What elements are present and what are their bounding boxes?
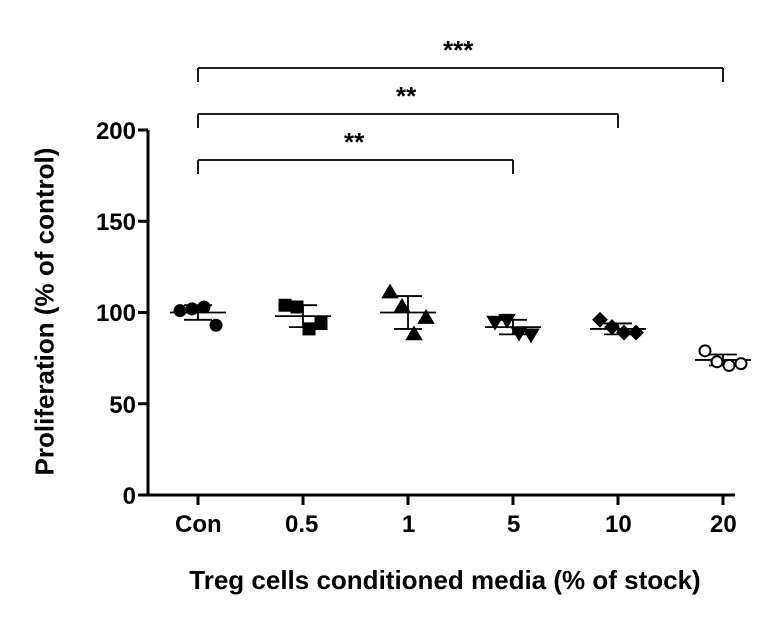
chart-svg [0, 0, 784, 618]
proliferation-chart: Proliferation (% of control) Treg cells … [0, 0, 784, 618]
